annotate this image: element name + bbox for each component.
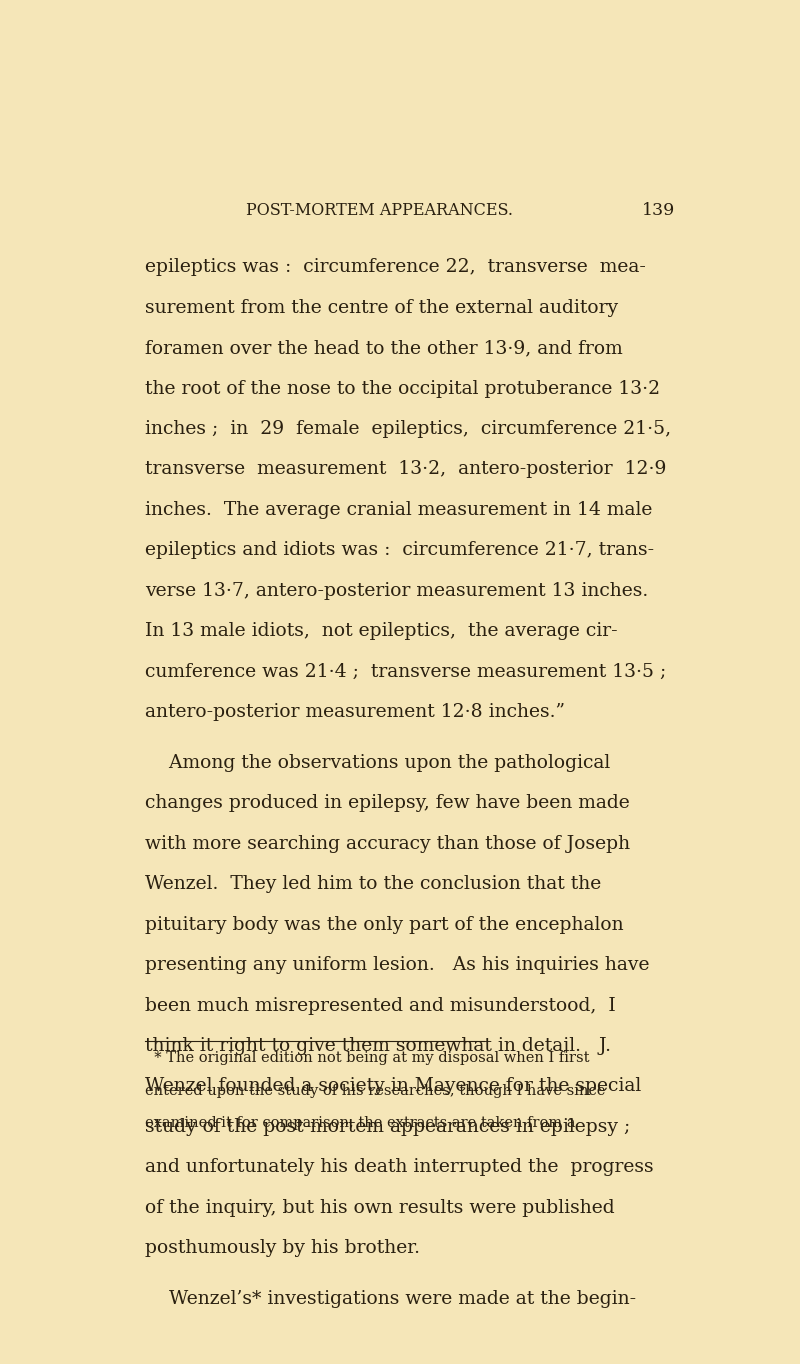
Text: transverse  measurement  13·2,  antero-posterior  12·9: transverse measurement 13·2, antero-post… <box>145 461 666 479</box>
Text: In 13 male idiots,  not epileptics,  the average cir-: In 13 male idiots, not epileptics, the a… <box>145 622 618 640</box>
Text: antero-posterior measurement 12·8 inches.”: antero-posterior measurement 12·8 inches… <box>145 702 565 722</box>
Text: epileptics was :  circumference 22,  transverse  mea-: epileptics was : circumference 22, trans… <box>145 258 646 276</box>
Text: * The original edition not being at my disposal when I first: * The original edition not being at my d… <box>145 1052 589 1065</box>
Text: Wenzel’s* investigations were made at the begin-: Wenzel’s* investigations were made at th… <box>145 1290 636 1308</box>
Text: the root of the nose to the occipital protuberance 13·2: the root of the nose to the occipital pr… <box>145 379 660 397</box>
Text: Wenzel founded a society in Mayence for the special: Wenzel founded a society in Mayence for … <box>145 1078 641 1095</box>
Text: epileptics and idiots was :  circumference 21·7, trans-: epileptics and idiots was : circumferenc… <box>145 542 654 559</box>
Text: surement from the centre of the external auditory: surement from the centre of the external… <box>145 299 618 316</box>
Text: 139: 139 <box>642 202 675 220</box>
Text: inches ;  in  29  female  epileptics,  circumference 21·5,: inches ; in 29 female epileptics, circum… <box>145 420 670 438</box>
Text: been much misrepresented and misunderstood,  I: been much misrepresented and misundersto… <box>145 997 615 1015</box>
Text: Among the observations upon the pathological: Among the observations upon the patholog… <box>145 754 610 772</box>
Text: examined it for comparison, the extracts are taken from a: examined it for comparison, the extracts… <box>145 1116 575 1131</box>
Text: think it right to give them somewhat in detail.   J.: think it right to give them somewhat in … <box>145 1037 610 1054</box>
Text: presenting any uniform lesion.   As his inquiries have: presenting any uniform lesion. As his in… <box>145 956 649 974</box>
Text: pituitary body was the only part of the encephalon: pituitary body was the only part of the … <box>145 915 623 934</box>
Text: study of the post-mortem appearances in epilepsy ;: study of the post-mortem appearances in … <box>145 1118 630 1136</box>
Text: foramen over the head to the other 13·9, and from: foramen over the head to the other 13·9,… <box>145 340 622 357</box>
Text: posthumously by his brother.: posthumously by his brother. <box>145 1239 420 1258</box>
Text: changes produced in epilepsy, few have been made: changes produced in epilepsy, few have b… <box>145 794 630 813</box>
Text: and unfortunately his death interrupted the  progress: and unfortunately his death interrupted … <box>145 1158 654 1176</box>
Text: Wenzel.  They led him to the conclusion that the: Wenzel. They led him to the conclusion t… <box>145 876 601 893</box>
Text: cumference was 21·4 ;  transverse measurement 13·5 ;: cumference was 21·4 ; transverse measure… <box>145 663 666 681</box>
Text: entered upon the study of his researches, though I have since: entered upon the study of his researches… <box>145 1084 605 1098</box>
Text: inches.  The average cranial measurement in 14 male: inches. The average cranial measurement … <box>145 501 652 518</box>
Text: verse 13·7, antero-posterior measurement 13 inches.: verse 13·7, antero-posterior measurement… <box>145 581 648 600</box>
Text: with more searching accuracy than those of Joseph: with more searching accuracy than those … <box>145 835 630 852</box>
Text: POST-MORTEM APPEARANCES.: POST-MORTEM APPEARANCES. <box>246 202 513 220</box>
Text: of the inquiry, but his own results were published: of the inquiry, but his own results were… <box>145 1199 614 1217</box>
